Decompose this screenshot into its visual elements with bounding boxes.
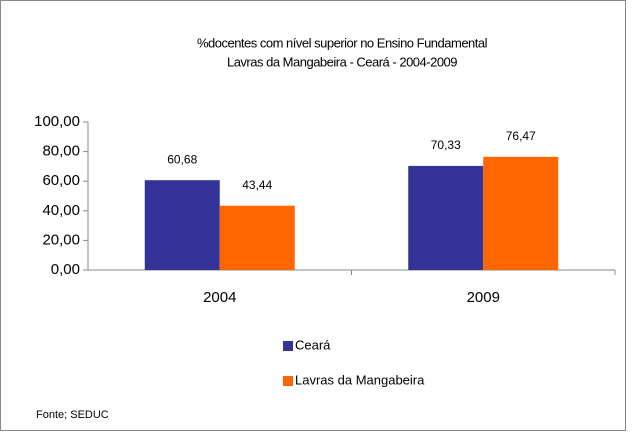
legend-label: Lavras da Mangabeira <box>295 372 425 387</box>
y-tick-label: 40,00 <box>42 202 80 219</box>
y-tick-label: 60,00 <box>42 172 80 189</box>
bar <box>483 156 559 270</box>
legend-label: Ceará <box>295 337 331 352</box>
legend-swatch <box>283 376 293 386</box>
y-tick-label: 100,00 <box>34 113 80 130</box>
x-tick-label: 2004 <box>203 289 236 306</box>
y-tick-label: 0,00 <box>51 261 80 278</box>
bar <box>219 205 295 270</box>
source-note: Fonte; SEDUC <box>36 409 109 421</box>
chart-title: %docentes com nível superior no Ensino F… <box>197 35 488 50</box>
legend-swatch <box>283 341 293 351</box>
bar <box>144 180 220 270</box>
value-label: 76,47 <box>506 129 536 143</box>
y-tick-label: 80,00 <box>42 143 80 160</box>
value-label: 43,44 <box>242 178 272 192</box>
chart-subtitle: Lavras da Mangabeira - Ceará - 2004-2009 <box>227 54 457 69</box>
value-label: 60,68 <box>167 152 197 166</box>
y-tick-label: 20,00 <box>42 231 80 248</box>
bar <box>408 165 484 270</box>
value-label: 70,33 <box>431 138 461 152</box>
x-tick-label: 2009 <box>467 289 500 306</box>
